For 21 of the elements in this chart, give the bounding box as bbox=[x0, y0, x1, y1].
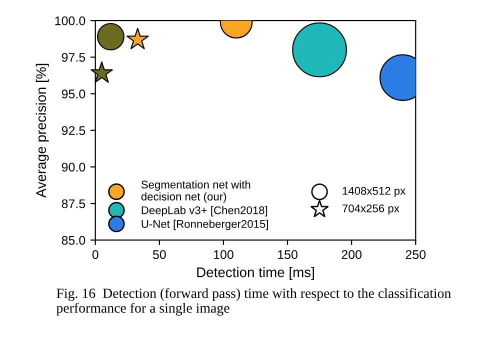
annotation: 1408x512 px bbox=[342, 186, 406, 197]
caption: Fig. 16 Detection (forward pass) time with respect to the classification performance for a single image bbox=[56, 288, 451, 316]
y-tick-label: 90.0 bbox=[62, 162, 86, 172]
y-tick-label: 95.0 bbox=[62, 90, 86, 98]
annotation: 704x256 px bbox=[342, 204, 400, 215]
x-tick-label: 150 bbox=[278, 250, 298, 260]
legend-label: U-Net [Ronneberger2015] bbox=[142, 220, 268, 230]
legend-label: DeepLab v3+ [Chen2018] bbox=[142, 206, 268, 216]
x-tick-label: 100 bbox=[214, 250, 234, 260]
y-tick-label: 85.0 bbox=[62, 236, 86, 245]
legend-label: Segmentation net with decision net (our) bbox=[141, 180, 250, 203]
x-tick-label: 50 bbox=[152, 250, 166, 260]
x-tick-label: 200 bbox=[342, 250, 362, 260]
x-tick-label: 250 bbox=[406, 250, 426, 260]
x-axis-title: Detection time [ms] bbox=[197, 267, 314, 280]
y-tick-label: 100.0 bbox=[55, 16, 86, 26]
x-tick-label: 0 bbox=[92, 250, 98, 260]
y-axis-title: Average precision [%] bbox=[36, 64, 49, 198]
y-tick-label: 92.5 bbox=[62, 126, 86, 135]
y-tick-label: 97.5 bbox=[62, 52, 86, 62]
y-tick-label: 87.5 bbox=[62, 199, 86, 208]
